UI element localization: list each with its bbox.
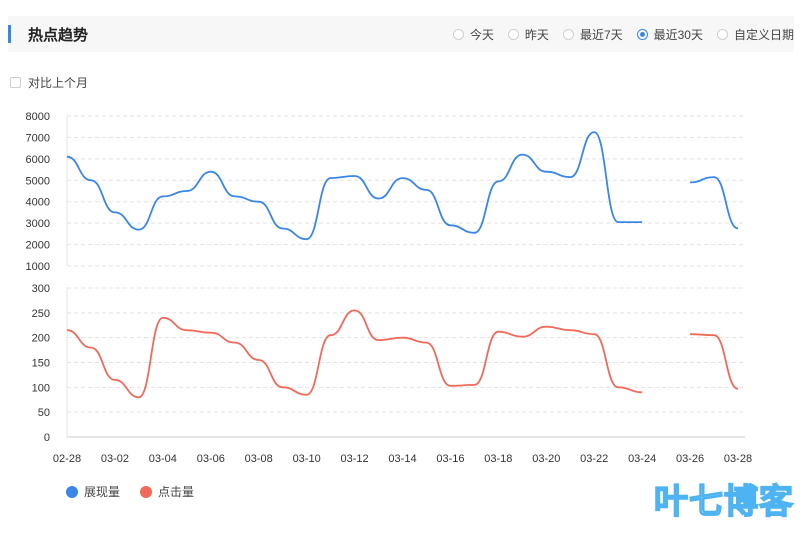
series-line-clicks <box>690 333 739 390</box>
y-tick-label: 100 <box>32 382 50 394</box>
y-tick-label: 150 <box>32 358 50 370</box>
range-option-yesterday[interactable]: 昨天 <box>507 26 549 43</box>
y-tick-label: 2000 <box>26 240 50 252</box>
x-tick-label: 03-20 <box>532 453 560 465</box>
legend-item-clicks[interactable]: 点击量 <box>140 483 194 500</box>
radio-icon[interactable] <box>507 28 519 40</box>
legend-label-impressions: 展现量 <box>84 485 121 499</box>
radio-icon[interactable] <box>452 28 464 40</box>
legend-label-clicks: 点击量 <box>158 485 195 499</box>
x-tick-label: 03-04 <box>149 453 177 465</box>
x-tick-label: 03-14 <box>388 453 416 465</box>
x-tick-label: 02-28 <box>53 453 81 465</box>
series-line-impressions <box>690 176 739 230</box>
range-option-today[interactable]: 今天 <box>452 26 494 43</box>
compare-last-month-toggle[interactable]: 对比上个月 <box>10 74 88 91</box>
y-tick-label: 3000 <box>26 218 50 230</box>
x-tick-label: 03-16 <box>436 453 464 465</box>
range-label-last-7-days: 最近7天 <box>579 27 623 42</box>
x-tick-label: 03-06 <box>197 453 225 465</box>
watermark-logo: 叶七博客 <box>653 481 794 523</box>
page-title: 热点趋势 <box>28 27 89 44</box>
y-tick-label: 8000 <box>26 111 50 123</box>
range-label-custom-date: 自定义日期 <box>733 27 794 42</box>
range-option-custom-date[interactable]: 自定义日期 <box>716 26 794 43</box>
y-tick-label: 300 <box>32 283 50 295</box>
x-tick-label: 03-28 <box>724 453 752 465</box>
y-tick-label: 200 <box>32 333 50 345</box>
x-tick-label: 03-26 <box>676 453 704 465</box>
series-line-impressions <box>66 131 643 241</box>
radio-icon[interactable] <box>562 28 574 40</box>
chart-legend: 展现量 点击量 <box>66 483 214 500</box>
x-tick-label: 03-12 <box>341 453 369 465</box>
checkbox-icon[interactable] <box>10 77 21 88</box>
radio-icon[interactable] <box>716 28 728 40</box>
date-range-selector: 今天 昨天 最近7天 最近30天 自定义日期 <box>439 16 794 52</box>
legend-item-impressions[interactable]: 展现量 <box>66 483 120 500</box>
range-label-yesterday: 昨天 <box>524 27 549 42</box>
trend-chart: 1000 2000 3000 4000 5000 6000 7000 8000 0 50 100 15… <box>26 111 753 465</box>
legend-dot-icon <box>66 485 78 498</box>
y-tick-label: 250 <box>32 308 50 320</box>
x-tick-label: 03-24 <box>628 453 656 465</box>
y-tick-label: 7000 <box>26 132 50 144</box>
range-option-last-30-days[interactable]: 最近30天 <box>636 26 703 43</box>
x-tick-label: 03-08 <box>245 453 273 465</box>
radio-checked-icon[interactable] <box>636 28 648 40</box>
x-tick-label: 03-10 <box>293 453 321 465</box>
legend-dot-icon <box>140 485 153 498</box>
y-tick-label: 50 <box>38 407 50 419</box>
x-tick-label: 03-22 <box>580 453 608 465</box>
y-tick-label: 1000 <box>26 261 50 273</box>
x-tick-label: 03-18 <box>484 453 512 465</box>
y-tick-label: 4000 <box>26 197 50 209</box>
y-tick-label: 5000 <box>26 175 50 187</box>
x-tick-label: 03-02 <box>101 453 129 465</box>
range-label-last-30-days: 最近30天 <box>653 27 703 42</box>
range-label-today: 今天 <box>469 27 494 42</box>
series-line-clicks <box>66 309 643 399</box>
range-option-last-7-days[interactable]: 最近7天 <box>562 26 623 43</box>
y-tick-label: 6000 <box>26 154 50 166</box>
header-bar: 热点趋势 今天 昨天 最近7天 最近30天 自定义日期 <box>8 16 794 52</box>
title-accent-bar <box>8 25 11 43</box>
y-tick-label: 0 <box>44 432 50 444</box>
compare-label: 对比上个月 <box>28 76 89 90</box>
